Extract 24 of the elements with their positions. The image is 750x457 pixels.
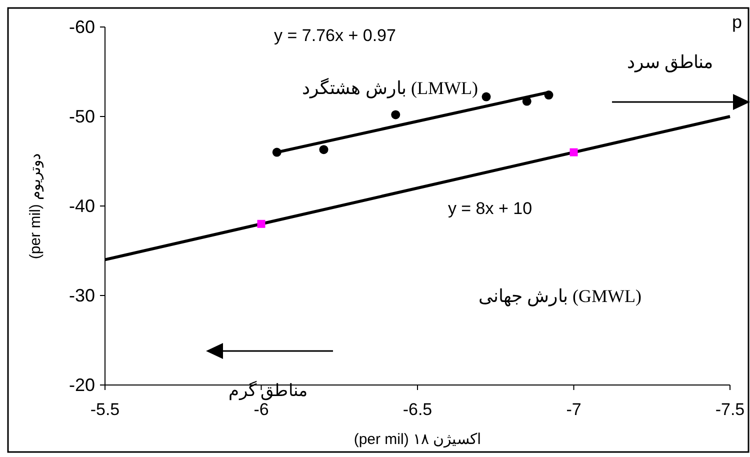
x-tick-label: -6.5 — [402, 400, 432, 419]
y-tick-label: -40 — [68, 196, 95, 216]
text: p — [732, 12, 742, 32]
annotation: y = 8x + 10 — [448, 199, 532, 218]
point — [391, 110, 400, 120]
annotation: مناطق گرم — [228, 380, 308, 401]
annotation: مناطق سرد — [626, 52, 714, 73]
point — [482, 92, 491, 102]
point — [319, 145, 328, 154]
x-axis-title: (per mil) ۱۸ اکسیژن — [354, 431, 482, 448]
point — [570, 148, 578, 156]
annotation: بارش هشتگرد (LMWL) — [302, 77, 478, 99]
y-tick-label: -20 — [68, 375, 95, 395]
y-tick-label: -50 — [68, 106, 95, 126]
y-axis-title: (per mil) دوتریوم — [27, 152, 44, 260]
y-tick-label: -60 — [68, 17, 95, 37]
x-tick-label: -7 — [566, 400, 582, 419]
point — [257, 220, 266, 228]
x-tick-label: -6 — [254, 400, 269, 419]
x-tick-label: -5.5 — [90, 400, 120, 419]
annotation: بارش جهانی (GMWL) — [478, 286, 642, 307]
annotation: y = 7.76x + 0.97 — [274, 26, 396, 45]
x-tick-label: -7.5 — [715, 400, 745, 419]
y-tick-label: -30 — [68, 286, 95, 306]
